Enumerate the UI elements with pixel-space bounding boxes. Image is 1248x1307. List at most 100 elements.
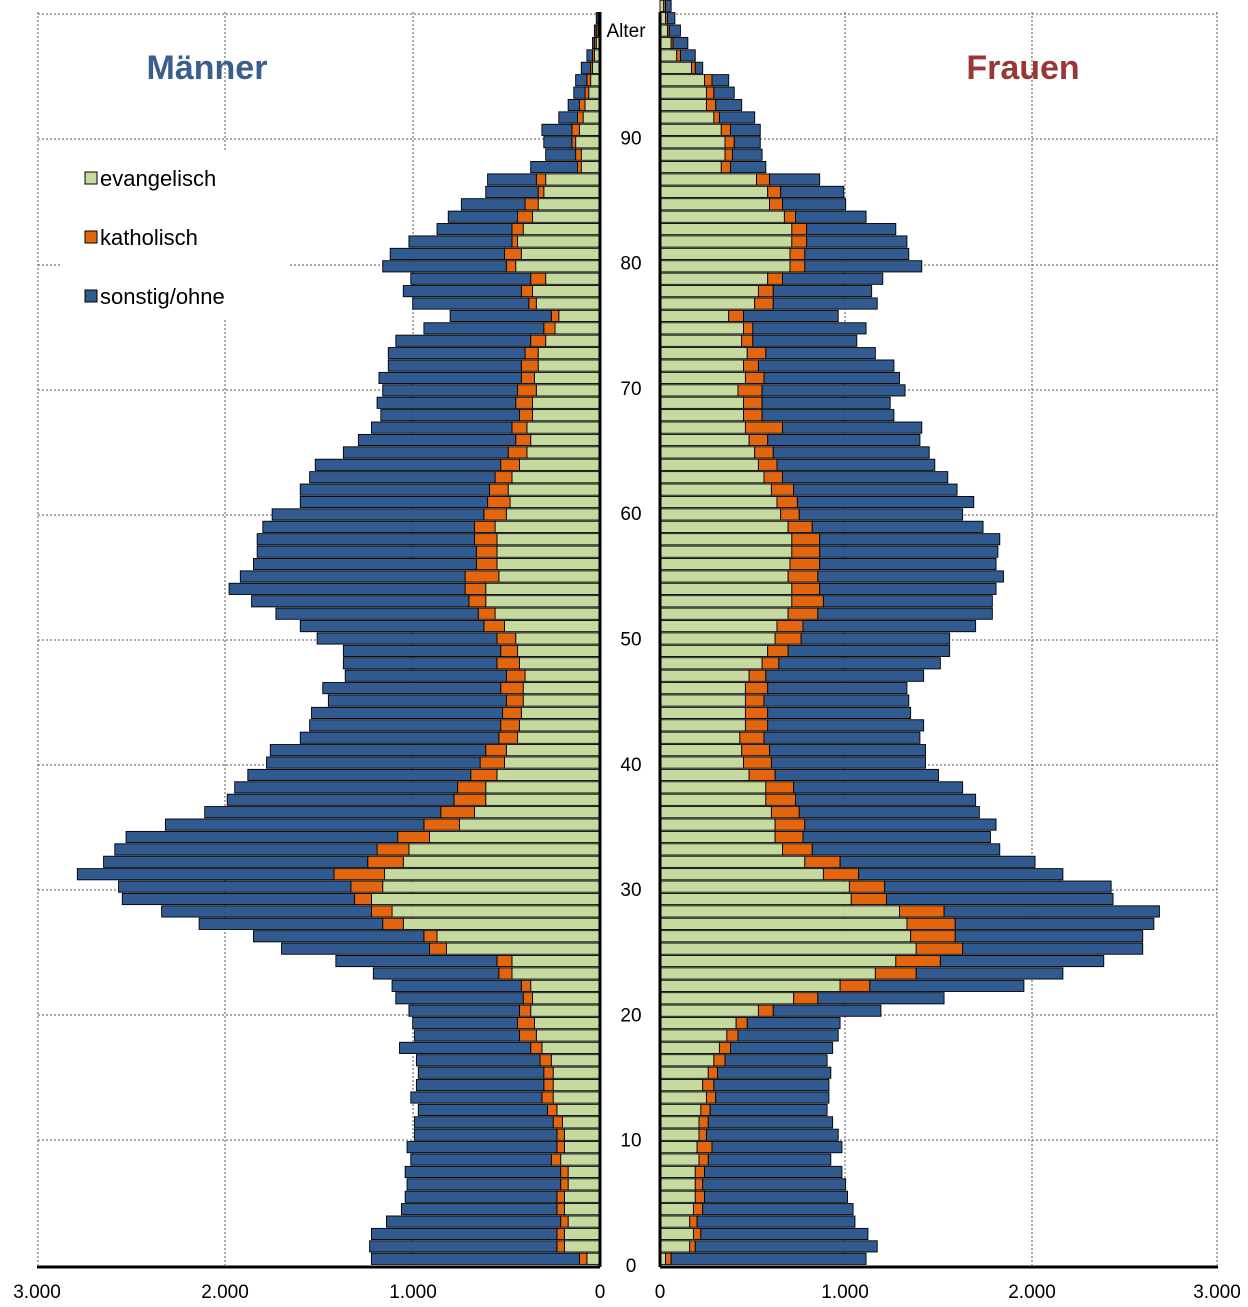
bar-segment-evangelisch-age-33 xyxy=(408,843,601,856)
bar-segment-katholisch-age-72 xyxy=(520,359,539,372)
bar-segment-sonstig-age-0 xyxy=(371,1252,580,1265)
bar-segment-evangelisch-age-41 xyxy=(505,744,601,757)
bar-segment-katholisch-age-71 xyxy=(520,371,535,385)
bar-segment-evangelisch-age-25 xyxy=(445,942,601,955)
bar-segment-sonstig-age-79 xyxy=(782,272,884,285)
bar-segment-evangelisch-age-24 xyxy=(659,955,897,968)
bar-segment-evangelisch-age-13 xyxy=(552,1091,601,1104)
bar-segment-sonstig-age-27 xyxy=(954,917,1155,930)
bar-segment-evangelisch-age-83 xyxy=(659,223,793,236)
bar-segment-katholisch-age-63 xyxy=(763,471,783,484)
bar-segment-katholisch-age-88 xyxy=(577,161,582,174)
bar-segment-sonstig-age-49 xyxy=(342,644,502,657)
bar-segment-evangelisch-age-21 xyxy=(659,992,795,1005)
bar-segment-katholisch-age-52 xyxy=(787,607,819,620)
bar-segment-evangelisch-age-52 xyxy=(494,607,601,620)
bar-segment-sonstig-age-0 xyxy=(670,1252,867,1265)
bar-segment-katholisch-age-86 xyxy=(537,185,545,198)
bar-segment-katholisch-age-52 xyxy=(477,607,496,620)
bar-segment-katholisch-age-66 xyxy=(515,433,532,447)
bar-segment-sonstig-age-24 xyxy=(939,955,1105,968)
bar-segment-katholisch-age-95 xyxy=(704,74,713,87)
bar-segment-katholisch-age-64 xyxy=(500,458,520,471)
bar-segment-katholisch-age-91 xyxy=(571,123,580,136)
bar-segment-katholisch-age-14 xyxy=(543,1079,554,1092)
bar-segment-katholisch-age-50 xyxy=(496,632,517,645)
bar-segment-evangelisch-age-35 xyxy=(459,818,601,831)
bar-segment-evangelisch-age-46 xyxy=(522,682,601,695)
bar-segment-katholisch-age-46 xyxy=(500,682,524,695)
bar-segment-sonstig-age-15 xyxy=(717,1066,832,1079)
bar-segment-sonstig-age-68 xyxy=(380,409,520,422)
bar-segment-evangelisch-age-75 xyxy=(554,322,601,335)
bar-segment-katholisch-age-0 xyxy=(665,1252,672,1265)
legend-label-evangelisch: evangelisch xyxy=(100,166,216,191)
bar-segment-katholisch-age-72 xyxy=(743,359,759,372)
bar-segment-evangelisch-age-95 xyxy=(659,74,706,87)
bar-segment-sonstig-age-6 xyxy=(702,1178,847,1191)
bar-segment-sonstig-age-64 xyxy=(314,458,502,471)
frauen-x-axis-ticks: 0 1.000 2.000 3.000 xyxy=(655,1282,1241,1303)
bar-segment-sonstig-age-13 xyxy=(410,1091,543,1104)
bar-segment-katholisch-age-67 xyxy=(511,421,528,434)
bar-segment-evangelisch-age-48 xyxy=(659,657,763,670)
bar-segment-sonstig-age-28 xyxy=(943,905,1160,918)
bar-segment-katholisch-age-82 xyxy=(791,235,808,248)
bar-segment-sonstig-age-12 xyxy=(709,1103,828,1116)
bar-segment-evangelisch-age-80 xyxy=(515,260,601,273)
bar-segment-evangelisch-age-73 xyxy=(659,347,748,360)
bar-segment-sonstig-age-53 xyxy=(822,595,993,608)
bar-segment-sonstig-age-72 xyxy=(387,359,522,372)
bar-segment-katholisch-age-15 xyxy=(543,1066,554,1079)
bar-segment-katholisch-age-53 xyxy=(468,595,487,608)
bar-segment-sonstig-age-81 xyxy=(389,247,505,260)
bar-segment-evangelisch-age-94 xyxy=(659,86,707,99)
bar-segment-sonstig-age-84 xyxy=(447,210,519,223)
bar-segment-sonstig-age-78 xyxy=(402,285,522,298)
bar-segment-sonstig-age-39 xyxy=(247,768,472,782)
bar-segment-evangelisch-age-45 xyxy=(522,694,601,707)
bar-segment-evangelisch-age-91 xyxy=(578,123,601,136)
bar-segment-sonstig-age-62 xyxy=(299,483,490,496)
bar-segment-evangelisch-age-34 xyxy=(659,830,776,844)
bar-segment-katholisch-age-59 xyxy=(787,520,813,533)
bar-segment-evangelisch-age-56 xyxy=(659,558,791,571)
bar-segment-evangelisch-age-16 xyxy=(550,1054,601,1067)
bar-segment-sonstig-age-60 xyxy=(271,508,485,521)
bar-segment-katholisch-age-17 xyxy=(530,1041,543,1054)
bar-segment-katholisch-age-93 xyxy=(578,98,586,112)
bar-segment-katholisch-age-87 xyxy=(535,173,547,186)
bar-segment-katholisch-age-20 xyxy=(757,1004,774,1017)
bar-segment-katholisch-age-40 xyxy=(743,756,772,769)
bar-segment-sonstig-age-74 xyxy=(395,334,532,347)
bar-segment-evangelisch-age-64 xyxy=(659,458,759,471)
bar-segment-katholisch-age-8 xyxy=(698,1153,709,1166)
bar-segment-sonstig-age-96 xyxy=(580,61,592,74)
bar-segment-katholisch-age-68 xyxy=(743,409,763,422)
bar-segment-evangelisch-age-38 xyxy=(659,781,767,794)
bar-segment-katholisch-age-79 xyxy=(767,272,783,285)
bar-segment-evangelisch-age-93 xyxy=(584,98,601,112)
bar-segment-evangelisch-age-49 xyxy=(517,644,601,657)
bar-segment-sonstig-age-16 xyxy=(415,1054,541,1067)
bar-segment-sonstig-age-22 xyxy=(869,979,1025,992)
bar-segment-evangelisch-age-26 xyxy=(436,930,601,943)
age-tick-label: 50 xyxy=(620,630,641,651)
bar-segment-evangelisch-age-67 xyxy=(659,421,746,434)
bar-segment-evangelisch-age-5 xyxy=(563,1190,601,1203)
bar-segment-katholisch-age-5 xyxy=(556,1190,565,1203)
bar-segment-sonstig-age-75 xyxy=(423,322,545,335)
bar-segment-evangelisch-age-17 xyxy=(541,1041,601,1054)
bar-segment-sonstig-age-31 xyxy=(858,868,1064,881)
bar-segment-katholisch-age-46 xyxy=(744,682,769,695)
bar-segment-sonstig-age-44 xyxy=(767,706,912,719)
bar-segment-evangelisch-age-42 xyxy=(517,731,601,744)
bar-segment-sonstig-age-40 xyxy=(266,756,481,769)
bar-segment-sonstig-age-77 xyxy=(772,297,878,310)
age-axis-ticks: 0 10 20 30 40 50 60 70 80 90 xyxy=(620,128,641,1277)
bar-segment-evangelisch-age-60 xyxy=(505,508,601,521)
bar-segment-sonstig-age-93 xyxy=(715,98,743,112)
bar-segment-sonstig-age-43 xyxy=(767,719,925,732)
bar-segment-katholisch-age-42 xyxy=(498,731,519,744)
maenner-x-tick-label: 0 xyxy=(595,1282,606,1303)
